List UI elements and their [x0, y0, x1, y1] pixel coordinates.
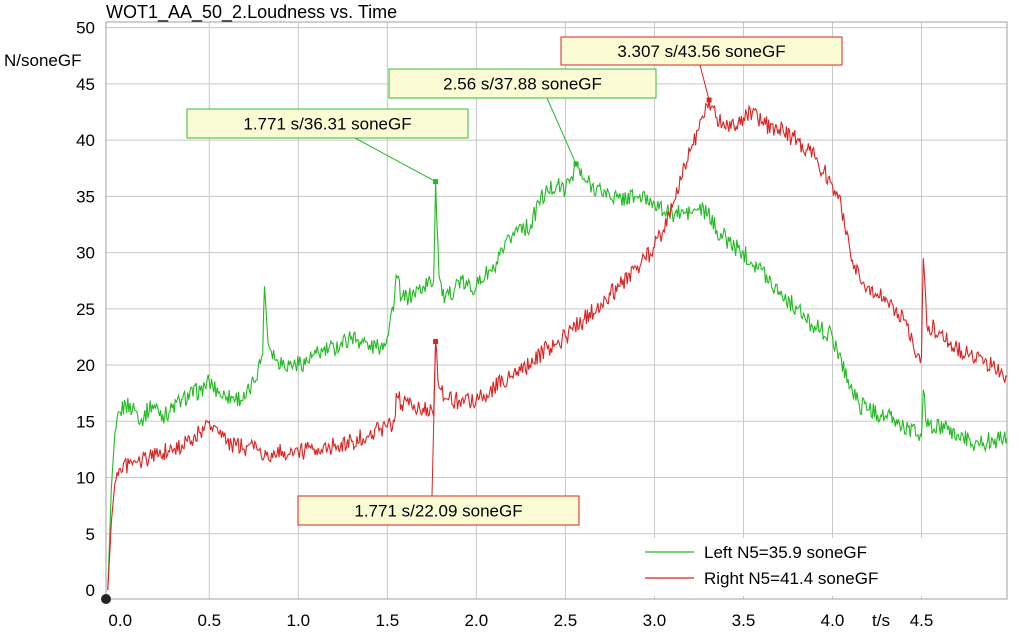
legend: Left N5=35.9 soneGF Right N5=41.4 soneGF: [640, 538, 1000, 596]
series-lines: [107, 100, 1008, 591]
y-tick-label: 10: [76, 469, 95, 488]
annotation-label-0: 1.771 s/36.31 soneGF: [243, 115, 411, 134]
x-tick-label: 3.0: [643, 611, 667, 630]
x-tick-label: 2.5: [554, 611, 578, 630]
y-axis-ticks: 0 5 10 15 20 25 30 35 40 45 50: [76, 19, 95, 600]
annotation-label-1: 2.56 s/37.88 soneGF: [443, 75, 602, 94]
annotation-point-3: [433, 339, 439, 345]
x-tick-label: 2.0: [465, 611, 489, 630]
y-tick-label: 45: [76, 75, 95, 94]
annotation-point-0: [433, 179, 439, 185]
annotation-leader-3: [431, 341, 437, 497]
legend-label-1: Right N5=41.4 soneGF: [704, 569, 878, 588]
annotation-label-3: 1.771 s/22.09 soneGF: [354, 502, 522, 521]
y-axis-label: N/soneGF: [4, 51, 81, 70]
annotations: 1.771 s/36.31 soneGF 2.56 s/37.88 soneGF 3…: [186, 36, 843, 526]
annotation-box-2: [560, 36, 843, 66]
y-tick-label: 25: [76, 300, 95, 319]
legend-background: [640, 538, 1000, 596]
annotation-box-0: [186, 108, 469, 139]
x-tick-label: 1.5: [376, 611, 400, 630]
annotation-point-2: [706, 97, 712, 103]
y-tick-label: 0: [86, 581, 95, 600]
x-tick-label: 4.5: [910, 611, 934, 630]
x-tick-label: 0.5: [197, 611, 221, 630]
chart-title: WOT1_AA_50_2.Loudness vs. Time: [106, 2, 397, 23]
y-tick-label: 50: [76, 19, 95, 38]
x-axis-ticks: 0.0 0.5 1.0 1.5 2.0 2.5 3.0 3.5 4.0 4.5: [108, 611, 933, 630]
y-tick-label: 15: [76, 412, 95, 431]
annotation-leader-1: [546, 97, 577, 165]
annotation-leader-0: [354, 137, 436, 183]
annotation-leader-2: [699, 64, 710, 101]
annotation-box-3: [297, 495, 580, 526]
y-tick-label: 35: [76, 187, 95, 206]
annotation-box-1: [388, 68, 657, 99]
x-axis-label: t/s: [872, 611, 890, 630]
y-tick-label: 30: [76, 244, 95, 263]
series-line-0: [107, 160, 1008, 591]
x-tick-label: 0.0: [108, 611, 132, 630]
legend-label-0: Left N5=35.9 soneGF: [704, 543, 867, 562]
annotation-label-2: 3.307 s/43.56 soneGF: [617, 42, 785, 61]
annotation-point-1: [573, 161, 579, 167]
x-tick-label: 3.5: [732, 611, 756, 630]
y-tick-label: 5: [86, 525, 95, 544]
y-tick-label: 40: [76, 131, 95, 150]
x-tick-label: 4.0: [821, 611, 845, 630]
series-line-1: [107, 100, 1008, 591]
origin-marker: [101, 594, 111, 604]
plot-frame: [105, 21, 1008, 600]
y-tick-label: 20: [76, 356, 95, 375]
x-tick-label: 1.0: [286, 611, 310, 630]
